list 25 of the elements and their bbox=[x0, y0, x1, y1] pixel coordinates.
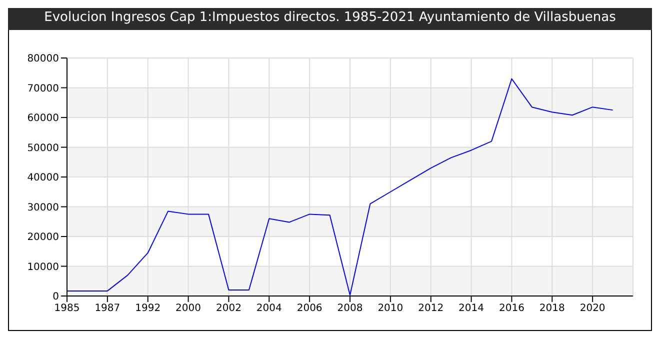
x-tick-label: 2006 bbox=[296, 303, 322, 314]
x-tick-label: 2020 bbox=[580, 303, 606, 314]
x-tick-label: 1985 bbox=[54, 303, 80, 314]
x-tick-label: 1992 bbox=[135, 303, 161, 314]
y-tick-label: 80000 bbox=[27, 54, 59, 65]
x-tick-label: 2014 bbox=[458, 303, 484, 314]
y-tick-label: 50000 bbox=[27, 142, 59, 154]
x-tick-label: 2010 bbox=[378, 303, 404, 314]
y-tick-label: 20000 bbox=[27, 232, 59, 244]
x-tick-label: 1987 bbox=[94, 303, 120, 314]
x-tick-label: 2016 bbox=[498, 303, 524, 314]
y-tick-label: 70000 bbox=[27, 83, 59, 94]
x-tick-label: 2004 bbox=[256, 303, 282, 314]
y-tick-label: 40000 bbox=[27, 172, 59, 184]
x-tick-label: 2008 bbox=[337, 303, 363, 314]
y-tick-label: 30000 bbox=[27, 202, 59, 214]
x-tick-label: 2000 bbox=[176, 303, 202, 314]
y-tick-label: 10000 bbox=[27, 262, 59, 273]
line-series bbox=[67, 78, 614, 296]
x-tick-label: 2002 bbox=[216, 303, 242, 314]
x-tick-label: 2018 bbox=[539, 303, 565, 314]
x-tick-label: 2012 bbox=[418, 303, 444, 314]
y-tick-label: 60000 bbox=[27, 113, 59, 124]
y-tick-label: 0 bbox=[52, 292, 59, 303]
chart-title: Evolucion Ingresos Cap 1:Impuestos directos. 1985-2021 Ayuntamiento de Villasbuenas bbox=[8, 8, 652, 30]
